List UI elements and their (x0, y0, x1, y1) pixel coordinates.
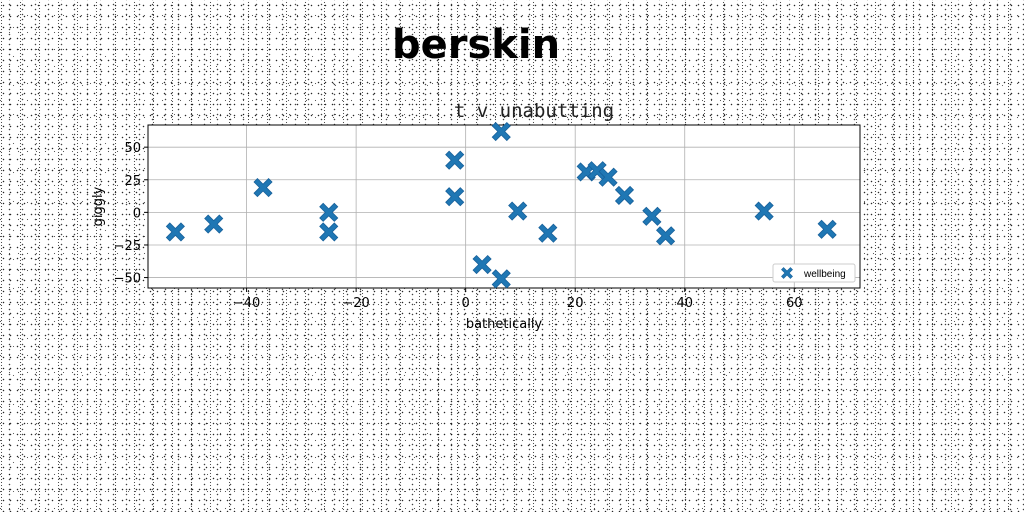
x-tick-label: 60 (786, 296, 803, 311)
plot-area (148, 125, 860, 288)
data-point (817, 219, 837, 239)
legend-box (772, 263, 856, 283)
x-tick-label: 0 (462, 296, 470, 311)
axes: −40 −20 0 20 40 60 −50 −25 0 25 50 (114, 124, 861, 311)
legend-marker-shape (781, 267, 793, 279)
y-tick-label: 0 (133, 206, 141, 221)
y-tick-label: −50 (114, 272, 141, 287)
y-axis-label: giggly (91, 186, 106, 226)
legend-label: wellbeing (803, 269, 846, 280)
x-tick-label: −20 (342, 296, 369, 311)
data-point (508, 201, 528, 221)
data-point (491, 269, 511, 289)
x-tick-label: 40 (676, 296, 693, 311)
data-point (538, 223, 558, 243)
chart-title: t v unabutting (454, 100, 614, 122)
points (165, 121, 837, 289)
x-tick-label: −40 (233, 296, 260, 311)
y-tick-label: 25 (124, 174, 141, 189)
page-title: berskin (391, 22, 561, 68)
data-point (204, 214, 224, 234)
legend: wellbeing (772, 263, 856, 283)
data-point (472, 254, 492, 275)
data-point (614, 185, 635, 205)
data-point (445, 187, 465, 207)
data-point (253, 178, 273, 198)
x-axis-label: bathetically (466, 317, 543, 332)
x-tick-label: 20 (567, 296, 584, 311)
data-point (491, 121, 511, 142)
data-point (754, 201, 774, 221)
data-point (598, 167, 618, 187)
data-point (319, 222, 339, 242)
grid (148, 125, 860, 288)
legend-marker (781, 267, 793, 279)
data-point (319, 202, 339, 222)
data-point (445, 150, 465, 170)
data-point (656, 226, 676, 246)
y-tick-label: 50 (124, 141, 141, 156)
y-tick-label: −25 (114, 239, 141, 254)
data-point (165, 222, 185, 242)
data-point (642, 206, 662, 226)
